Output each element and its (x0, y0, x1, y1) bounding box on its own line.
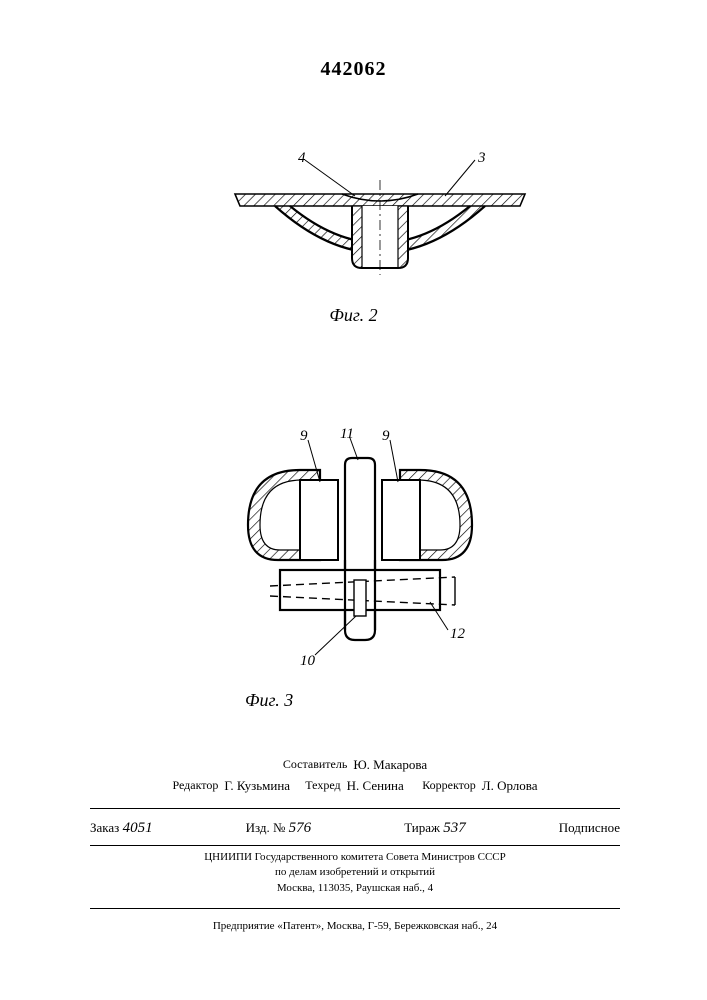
corrector-label: Корректор (422, 776, 476, 797)
compiler-name: Ю. Макарова (353, 755, 427, 776)
figure-2-caption: Фиг. 2 (0, 305, 707, 326)
edition-num: 576 (289, 820, 312, 836)
compiler-label: Составитель (283, 755, 347, 776)
corrector-name: Л. Орлова (482, 776, 538, 797)
document-number: 442062 (0, 58, 707, 81)
rule-1 (90, 808, 620, 809)
print-run-num: 537 (443, 820, 466, 836)
edition-label: Изд. № (246, 820, 286, 835)
subscription: Подписное (559, 820, 620, 837)
fig2-leader-4: 4 (298, 150, 306, 166)
rule-3 (90, 908, 620, 909)
figure-3-caption: Фиг. 3 (245, 690, 293, 711)
credits-block: Составитель Ю. Макарова Редактор Г. Кузь… (90, 755, 620, 797)
fig3-leader-12: 12 (450, 626, 466, 642)
fig3-leader-10: 10 (300, 653, 316, 669)
rule-2 (90, 845, 620, 846)
fig3-leader-9-left: 9 (300, 428, 308, 444)
footer-block: ЦНИИПИ Государственного комитета Совета … (90, 850, 620, 896)
fig2-leader-3: 3 (477, 150, 486, 166)
print-run-label: Тираж (404, 820, 440, 835)
order-row: Заказ 4051 Изд. № 576 Тираж 537 Подписно… (90, 820, 620, 837)
tech-name: Н. Сенина (347, 776, 404, 797)
order-num: 4051 (123, 820, 153, 836)
order-label: Заказ (90, 820, 119, 835)
figure-2-drawing: 4 3 (220, 150, 540, 300)
editor-name: Г. Кузьмина (224, 776, 290, 797)
fig3-leader-9-right: 9 (382, 428, 390, 444)
fig3-leader-11: 11 (340, 426, 354, 442)
footer-line-1: ЦНИИПИ Государственного комитета Совета … (90, 850, 620, 865)
footer-line-3: Москва, 113035, Раушская наб., 4 (90, 881, 620, 896)
figure-3-drawing: 9 11 9 10 12 (230, 430, 490, 680)
editor-label: Редактор (172, 776, 218, 797)
tech-label: Техред (305, 776, 340, 797)
printery-line: Предприятие «Патент», Москва, Г-59, Бере… (90, 920, 620, 932)
footer-line-2: по делам изобретений и открытий (90, 865, 620, 880)
